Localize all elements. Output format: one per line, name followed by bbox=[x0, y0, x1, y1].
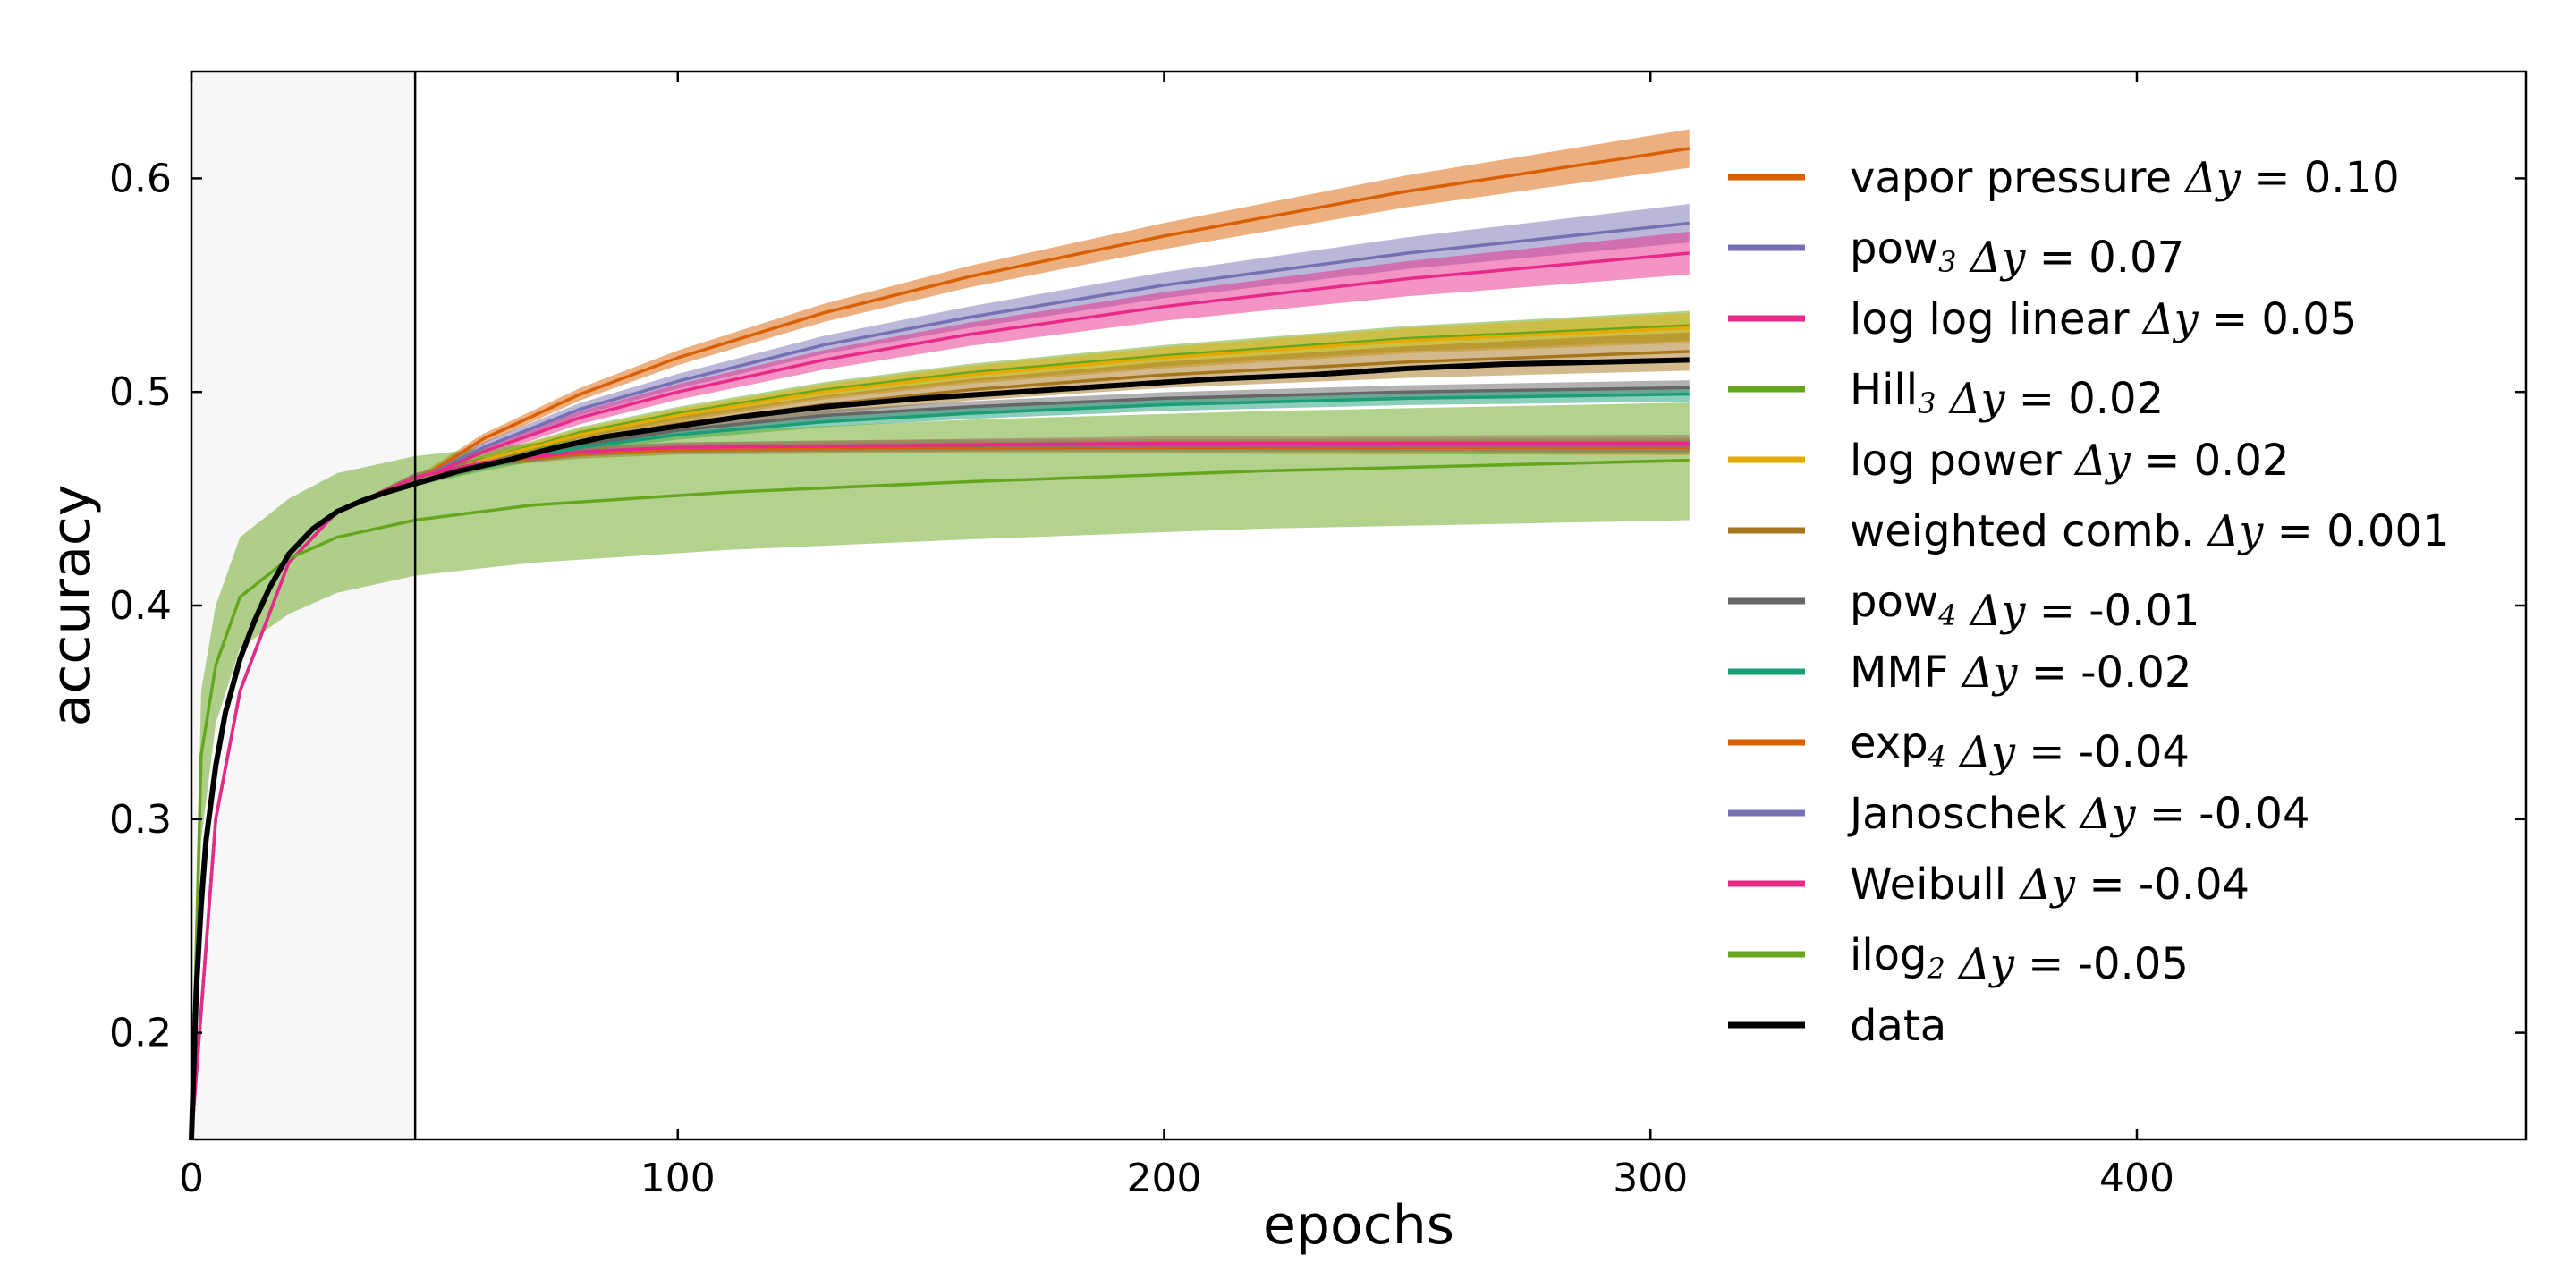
legend-item: pow4 Δy = -0.01 bbox=[1728, 577, 2199, 636]
legend-label: vapor pressure Δy = 0.10 bbox=[1850, 153, 2400, 203]
legend-item: MMF Δy = -0.02 bbox=[1728, 648, 2191, 698]
legend-label: MMF Δy = -0.02 bbox=[1850, 648, 2191, 698]
legend-item: log power Δy = 0.02 bbox=[1728, 436, 2289, 486]
legend-label: pow4 Δy = -0.01 bbox=[1850, 577, 2199, 636]
series-line-10 bbox=[190, 441, 1690, 1140]
series-line-1 bbox=[414, 221, 1690, 484]
series-line-4 bbox=[414, 326, 1690, 484]
legend-item: data bbox=[1728, 1001, 1946, 1051]
legend-item: vapor pressure Δy = 0.10 bbox=[1728, 153, 2400, 203]
legend-item: Janoschek Δy = -0.04 bbox=[1728, 789, 2310, 839]
legend-label: ilog2 Δy = -0.05 bbox=[1850, 930, 2189, 989]
y-axis-title: accuracy bbox=[40, 485, 103, 727]
series-line-2 bbox=[414, 251, 1690, 484]
legend-item: log log linear Δy = 0.05 bbox=[1728, 294, 2357, 344]
axis-ticks: 0 100 200 300 400 0.2 0.3 0.4 0.5 0.6 bbox=[109, 72, 2526, 1201]
legend: vapor pressure Δy = 0.10 pow3 Δy = 0.07 lo… bbox=[1728, 153, 2450, 1051]
x-tick-label: 200 bbox=[1127, 1156, 1202, 1201]
x-tick-label: 100 bbox=[640, 1156, 716, 1201]
band-11 bbox=[191, 402, 1690, 1140]
series-line-0 bbox=[414, 147, 1690, 483]
band-2 bbox=[415, 232, 1690, 487]
x-tick-label: 0 bbox=[179, 1156, 204, 1201]
y-tick-label: 0.5 bbox=[109, 369, 172, 415]
legend-item: ilog2 Δy = -0.05 bbox=[1728, 930, 2189, 989]
series-line-12 bbox=[189, 357, 1690, 1140]
legend-label: data bbox=[1850, 1001, 1946, 1051]
series-lines bbox=[189, 147, 1690, 1140]
band-1 bbox=[415, 204, 1690, 487]
legend-label: Janoschek Δy = -0.04 bbox=[1847, 789, 2310, 839]
legend-label: log log linear Δy = 0.05 bbox=[1850, 294, 2357, 344]
legend-label: exp4 Δy = -0.04 bbox=[1850, 718, 2190, 777]
legend-item: Hill3 Δy = 0.02 bbox=[1728, 365, 2164, 424]
y-tick-label: 0.4 bbox=[109, 583, 172, 629]
legend-label: weighted comb. Δy = 0.001 bbox=[1850, 506, 2450, 556]
x-tick-label: 400 bbox=[2099, 1156, 2174, 1201]
y-tick-label: 0.2 bbox=[109, 1011, 172, 1056]
x-tick-label: 300 bbox=[1613, 1156, 1688, 1201]
legend-label: pow3 Δy = 0.07 bbox=[1850, 224, 2184, 283]
legend-item: weighted comb. Δy = 0.001 bbox=[1728, 506, 2450, 556]
series-line-11 bbox=[190, 458, 1690, 1140]
x-axis-title: epochs bbox=[1263, 1194, 1454, 1257]
y-tick-label: 0.3 bbox=[109, 797, 172, 843]
legend-item: pow3 Δy = 0.07 bbox=[1728, 224, 2184, 283]
legend-item: Weibull Δy = -0.04 bbox=[1728, 860, 2250, 910]
legend-label: log power Δy = 0.02 bbox=[1850, 436, 2289, 486]
band-0 bbox=[415, 129, 1690, 487]
y-tick-label: 0.6 bbox=[109, 156, 172, 201]
legend-label: Weibull Δy = -0.04 bbox=[1850, 860, 2250, 910]
legend-item: exp4 Δy = -0.04 bbox=[1728, 718, 2190, 777]
legend-label: Hill3 Δy = 0.02 bbox=[1850, 365, 2164, 424]
